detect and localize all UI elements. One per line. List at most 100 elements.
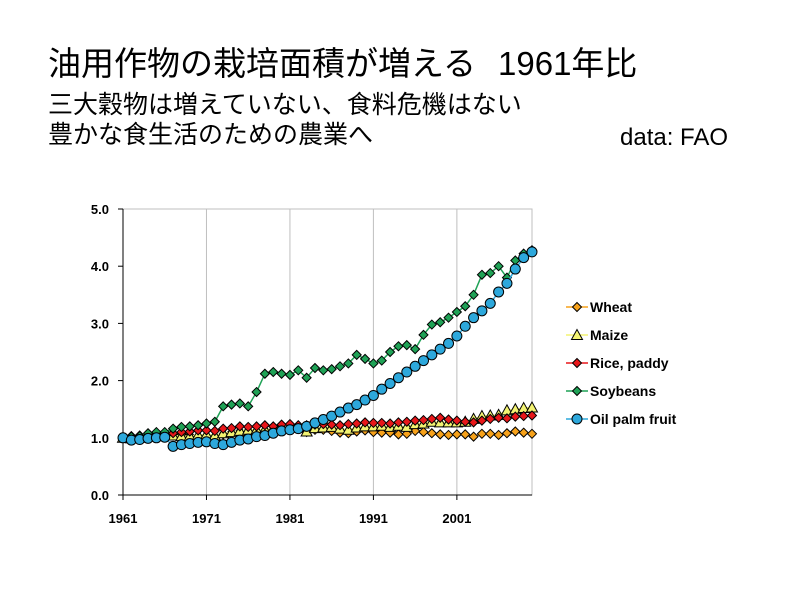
data-point-oil-palm-fruit: [401, 366, 413, 378]
x-tick-label: 1981: [275, 511, 304, 526]
data-point-soybeans: [184, 421, 195, 432]
data-point-rice-paddy: [201, 425, 212, 436]
y-tick-label: 5.0: [91, 202, 109, 217]
data-point-wheat: [476, 428, 488, 440]
data-point-oil-palm-fruit: [526, 246, 538, 258]
data-point-oil-palm-fruit: [501, 277, 513, 289]
data-point-wheat: [485, 428, 496, 440]
data-point-rice-paddy: [510, 411, 521, 422]
data-point-rice-paddy: [451, 415, 463, 426]
data-point-oil-palm-fruit: [451, 330, 463, 342]
data-point-oil-palm-fruit: [518, 252, 530, 264]
y-tick-label: 1.0: [91, 431, 109, 446]
data-point-rice-paddy: [234, 421, 246, 432]
data-point-rice-paddy: [384, 418, 396, 429]
data-point-soybeans: [326, 363, 337, 375]
data-point-soybeans: [301, 372, 312, 383]
data-point-soybeans: [418, 329, 429, 341]
data-point-rice-paddy: [226, 422, 237, 434]
data-point-wheat: [468, 431, 479, 442]
data-point-soybeans: [368, 358, 379, 369]
data-point-oil-palm-fruit: [159, 431, 171, 443]
data-point-wheat: [460, 429, 471, 440]
data-point-soybeans: [251, 386, 262, 398]
data-point-oil-palm-fruit: [434, 343, 446, 355]
title-year: 1961年比: [498, 45, 638, 82]
data-point-wheat: [501, 428, 513, 439]
data-point-rice-paddy: [368, 417, 379, 429]
data-point-soybeans: [443, 312, 454, 323]
data-point-rice-paddy: [443, 414, 454, 425]
data-point-rice-paddy: [326, 419, 337, 430]
data-point-oil-palm-fruit: [384, 377, 396, 389]
data-point-soybeans: [476, 269, 488, 280]
data-point-wheat: [434, 429, 446, 440]
data-point-rice-paddy: [393, 417, 404, 428]
data-point-soybeans: [201, 418, 212, 429]
legend-marker-soybeans: [571, 385, 583, 397]
title-main: 油用作物の栽培面積が増える: [48, 44, 477, 83]
plot-area: [122, 208, 533, 496]
y-tick-label: 2.0: [91, 374, 109, 389]
data-point-wheat: [493, 429, 504, 441]
data-point-oil-palm-fruit: [484, 297, 496, 309]
data-point-soybeans: [284, 369, 296, 381]
data-point-soybeans: [234, 398, 246, 409]
y-tick-label: 3.0: [91, 316, 109, 331]
legend-marker-oil-palm-fruit: [571, 413, 583, 425]
data-point-rice-paddy: [476, 415, 488, 426]
subtitle-line-2: 豊かな食生活のための農業へ: [48, 120, 374, 149]
data-point-oil-palm-fruit: [468, 312, 480, 324]
data-point-rice-paddy: [418, 414, 429, 426]
data-point-soybeans: [426, 319, 438, 330]
data-point-soybeans: [209, 416, 221, 427]
data-point-soybeans: [334, 361, 346, 372]
data-point-soybeans: [293, 365, 304, 376]
data-point-oil-palm-fruit: [509, 263, 521, 275]
data-point-soybeans: [384, 346, 396, 358]
data-point-soybeans: [460, 301, 471, 312]
legend-marker-maize: [570, 328, 584, 340]
data-point-rice-paddy: [259, 420, 271, 431]
data-point-rice-paddy: [526, 410, 538, 421]
legend-label-oil-palm-fruit: Oil palm fruit: [590, 411, 677, 427]
data-point-oil-palm-fruit: [351, 399, 363, 411]
data-point-soybeans: [359, 353, 371, 365]
data-point-wheat: [510, 426, 521, 437]
data-point-soybeans: [309, 362, 321, 374]
data-point-oil-palm-fruit: [426, 349, 438, 361]
y-tick-label: 0.0: [91, 488, 109, 503]
data-point-oil-palm-fruit: [459, 320, 471, 332]
legend-label-rice-paddy: Rice, paddy: [590, 355, 669, 371]
data-point-rice-paddy: [251, 421, 262, 432]
x-tick-label: 1991: [359, 511, 388, 526]
data-point-soybeans: [343, 358, 354, 369]
data-point-rice-paddy: [359, 417, 371, 428]
data-point-rice-paddy: [409, 415, 421, 426]
data-point-soybeans: [434, 317, 446, 328]
legend-label-maize: Maize: [590, 327, 628, 343]
data-point-rice-paddy: [501, 413, 513, 424]
data-point-soybeans: [318, 365, 329, 376]
data-point-oil-palm-fruit: [476, 305, 488, 317]
data-point-rice-paddy: [376, 417, 387, 429]
data-point-wheat: [418, 426, 429, 438]
data-point-soybeans: [276, 368, 287, 379]
subtitle-line-1: 三大穀物は増えていない、食料危機はない: [48, 90, 522, 119]
y-tick-label: 4.0: [91, 259, 109, 274]
data-point-soybeans: [217, 401, 229, 412]
data-point-rice-paddy: [242, 421, 254, 433]
legend-label-wheat: Wheat: [590, 299, 632, 315]
data-point-soybeans: [167, 423, 179, 434]
data-point-soybeans: [351, 349, 362, 361]
data-point-oil-palm-fruit: [359, 394, 371, 406]
data-point-soybeans: [409, 343, 421, 355]
data-point-soybeans: [226, 399, 237, 410]
data-point-soybeans: [485, 267, 496, 279]
data-point-oil-palm-fruit: [367, 389, 379, 401]
x-tick-label: 1961: [109, 511, 138, 526]
data-point-rice-paddy: [426, 413, 438, 425]
data-point-wheat: [518, 427, 529, 438]
legend-marker-wheat: [571, 301, 583, 313]
